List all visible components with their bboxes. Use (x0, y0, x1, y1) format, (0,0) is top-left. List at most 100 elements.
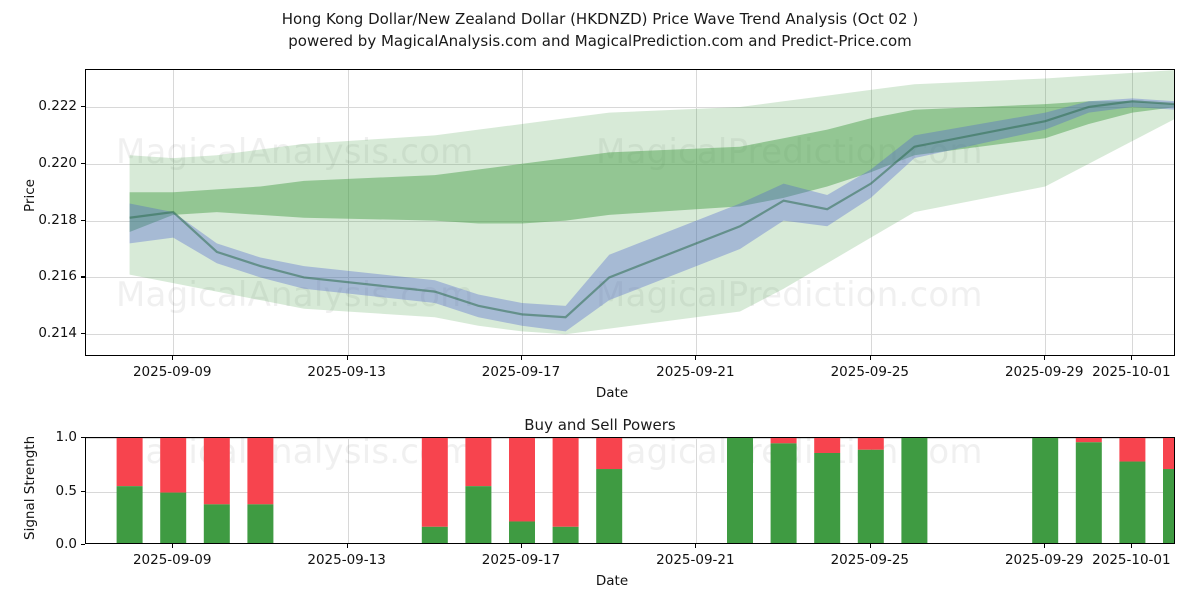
sell-power-bar (552, 438, 579, 527)
price-trend-line (129, 100, 1174, 319)
buy-power-bar (116, 486, 143, 543)
price-gridline-v (522, 70, 523, 355)
sell-power-bar (421, 438, 448, 527)
green-outer-band (129, 70, 1174, 335)
power-ytick-mark (81, 437, 85, 439)
title-line-2: powered by MagicalAnalysis.com and Magic… (288, 32, 912, 50)
price-gridline-h (86, 277, 1174, 279)
sell-power-bar (116, 438, 143, 487)
power-ytick-mark (81, 544, 85, 546)
power-xtick-label: 2025-09-09 (132, 552, 212, 568)
power-ytick-label: 0.5 (55, 482, 77, 499)
price-gridline-h (86, 334, 1174, 336)
price-ytick-label: 0.222 (38, 97, 77, 114)
price-xtick-mark (869, 356, 871, 360)
blue-band (129, 98, 1174, 332)
sell-power-bar (160, 438, 187, 493)
power-xtick-label: 2025-10-01 (1092, 552, 1171, 568)
title-line-1: Hong Kong Dollar/New Zealand Dollar (HKD… (281, 10, 919, 28)
sell-power-bar (203, 438, 230, 505)
price-xtick-label: 2025-09-29 (1004, 364, 1084, 380)
sell-power-bar (1119, 438, 1146, 462)
power-gridline-v (696, 438, 698, 543)
price-ytick-mark (81, 276, 85, 278)
price-xtick-mark (346, 356, 348, 360)
power-chart-ylabel: Signal Strength (22, 435, 38, 540)
price-wave-bands (129, 70, 1174, 335)
sell-power-bar (814, 438, 841, 453)
sell-power-bar (509, 438, 535, 522)
price-ytick-label: 0.220 (38, 154, 77, 171)
buy-power-bar (203, 504, 230, 543)
price-ytick-mark (81, 162, 85, 164)
price-gridline-h (86, 163, 1174, 165)
price-xtick-mark (1131, 356, 1133, 360)
price-xtick-mark (172, 356, 174, 360)
power-ytick-label: 1.0 (55, 429, 77, 445)
buy-power-bar (465, 486, 492, 543)
sell-power-bar (770, 438, 797, 444)
buy-power-bar (1119, 461, 1146, 543)
price-xtick-label: 2025-09-17 (481, 364, 561, 380)
price-xtick-label: 2025-09-13 (307, 364, 386, 380)
sell-power-bar (247, 438, 274, 505)
power-xtick-mark (521, 544, 523, 548)
price-gridline-v (1132, 70, 1134, 355)
price-gridline-v (1045, 70, 1047, 355)
power-gridline-v (347, 438, 349, 543)
power-xtick-mark (1044, 544, 1046, 548)
price-ytick-label: 0.214 (38, 325, 77, 342)
price-xtick-mark (695, 356, 697, 360)
buy-power-bar (596, 469, 623, 543)
buy-power-bar (857, 449, 884, 543)
buy-power-bar (901, 438, 928, 543)
sell-power-bar (596, 438, 623, 470)
price-gridline-v (696, 70, 698, 355)
price-ytick-label: 0.216 (38, 268, 77, 285)
power-ytick-mark (81, 490, 85, 492)
green-inner-band (129, 101, 1174, 232)
price-ytick-mark (81, 105, 85, 108)
power-ytick-label: 0.0 (55, 536, 77, 552)
power-gridline-h (86, 438, 1174, 439)
power-chart-title: Buy and Sell Powers (524, 416, 676, 434)
price-chart-ylabel: Price (22, 179, 38, 212)
sell-power-bar (1163, 438, 1174, 470)
power-xtick-mark (869, 544, 871, 548)
power-xtick-mark (172, 544, 174, 548)
price-gridline-h (86, 106, 1174, 108)
power-xtick-label: 2025-09-21 (656, 552, 735, 568)
power-bars (116, 438, 1174, 543)
price-xtick-mark (1044, 356, 1046, 360)
buy-power-bar (770, 443, 797, 543)
price-ytick-mark (81, 219, 85, 221)
sell-power-bar (465, 438, 492, 487)
page-title: Hong Kong Dollar/New Zealand Dollar (HKD… (0, 8, 1200, 52)
buy-power-bar (509, 521, 535, 543)
price-xtick-label: 2025-09-25 (830, 364, 910, 380)
power-xtick-label: 2025-09-17 (481, 552, 561, 568)
sell-power-bar (1075, 438, 1102, 443)
price-xtick-mark (521, 356, 523, 360)
power-chart-xlabel: Date (595, 573, 629, 589)
buy-power-bar (814, 452, 841, 543)
price-gridline-v (870, 70, 872, 355)
buy-power-bar (160, 492, 187, 543)
power-xtick-label: 2025-09-29 (1004, 552, 1084, 568)
price-chart-xlabel: Date (595, 385, 629, 401)
sell-power-bar (857, 438, 884, 450)
price-gridline-v (347, 70, 349, 355)
power-xtick-label: 2025-09-13 (307, 552, 386, 568)
power-gridline-h (86, 491, 1174, 493)
buy-power-bar (552, 526, 579, 543)
power-xtick-mark (695, 544, 697, 548)
power-xtick-mark (346, 544, 348, 548)
buy-power-bar (1075, 442, 1102, 543)
price-xtick-label: 2025-10-01 (1092, 364, 1171, 380)
buy-power-bar (727, 438, 753, 543)
power-xtick-mark (1131, 544, 1133, 548)
price-chart-plot-area: MagicalAnalysis.com MagicalPrediction.com… (85, 69, 1175, 356)
price-ytick-mark (81, 333, 85, 335)
